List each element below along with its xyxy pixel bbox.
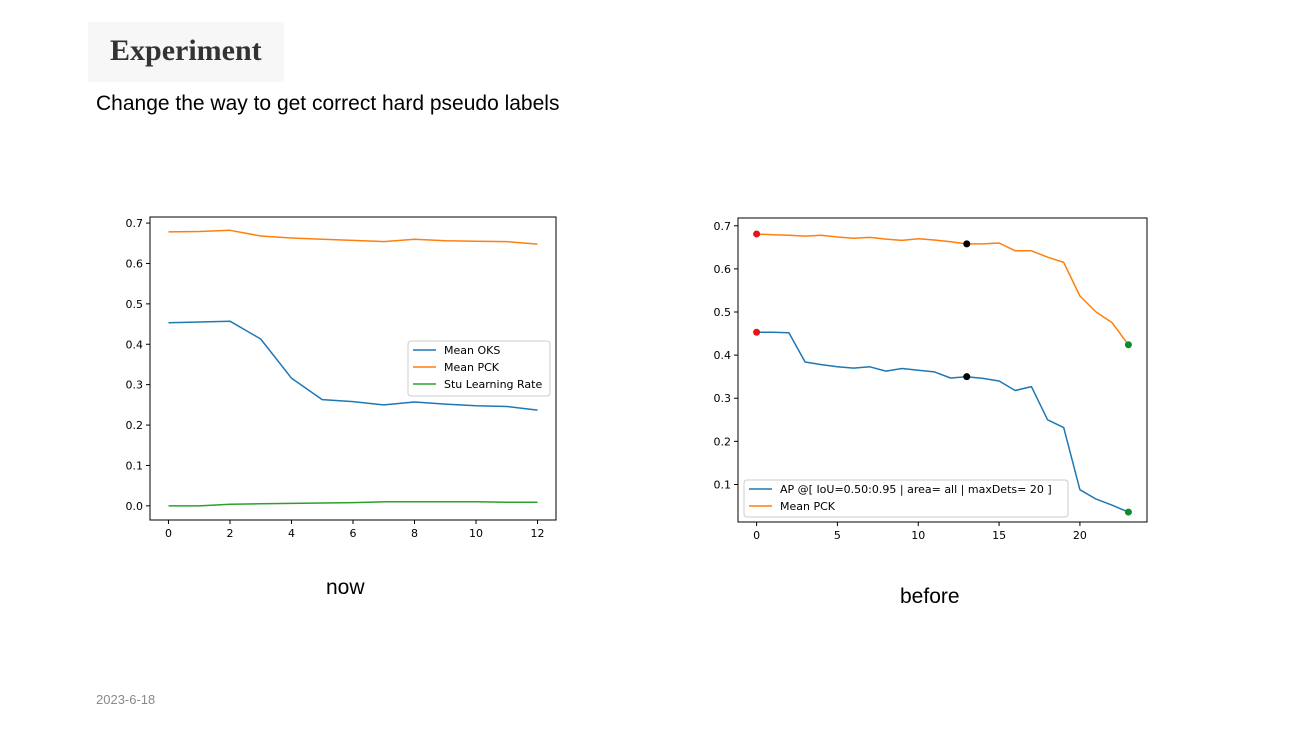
series-line-3 xyxy=(168,501,538,507)
slide-title: Experiment xyxy=(110,34,262,67)
legend-label: Mean PCK xyxy=(444,361,500,374)
x-tick-label: 4 xyxy=(288,527,295,540)
x-tick-label: 0 xyxy=(165,527,172,540)
y-tick-label: 0.7 xyxy=(714,220,732,233)
x-tick-label: 6 xyxy=(350,527,357,540)
y-tick-label: 0.2 xyxy=(126,419,144,432)
y-tick-label: 0.5 xyxy=(126,298,144,311)
marker-point xyxy=(963,240,971,248)
x-tick-label: 12 xyxy=(531,527,545,540)
slide-date: 2023-6-18 xyxy=(96,692,156,707)
plot-frame xyxy=(737,217,1148,523)
x-tick-label: 2 xyxy=(226,527,233,540)
legend-label: Mean PCK xyxy=(780,500,836,513)
x-tick-label: 10 xyxy=(469,527,483,540)
x-tick-label: 15 xyxy=(992,529,1006,542)
y-tick-label: 0.4 xyxy=(714,349,732,362)
y-tick-label: 0.3 xyxy=(126,379,144,392)
marker-point xyxy=(1124,341,1132,349)
series-line-1 xyxy=(756,331,1129,513)
y-tick-label: 0.5 xyxy=(714,306,732,319)
marker-point xyxy=(753,328,761,336)
x-tick-label: 10 xyxy=(911,529,925,542)
series-line-2 xyxy=(168,229,538,245)
series-line-2 xyxy=(756,233,1130,346)
y-tick-label: 0.4 xyxy=(126,338,144,351)
y-tick-label: 0.3 xyxy=(714,392,732,405)
y-tick-label: 0.6 xyxy=(126,257,144,270)
caption-now: now xyxy=(326,576,365,599)
y-tick-label: 0.1 xyxy=(714,478,732,491)
title-background xyxy=(88,22,284,82)
y-tick-label: 0.6 xyxy=(714,263,732,276)
legend-label: Mean OKS xyxy=(444,344,500,357)
x-tick-label: 0 xyxy=(753,529,760,542)
series-line-1 xyxy=(168,320,538,411)
y-tick-label: 0.0 xyxy=(126,500,144,513)
legend-box xyxy=(407,340,551,397)
marker-point xyxy=(753,230,761,238)
marker-point xyxy=(1124,508,1132,516)
y-tick-label: 0.7 xyxy=(126,217,144,230)
legend-label: Stu Learning Rate xyxy=(444,378,542,391)
x-tick-label: 20 xyxy=(1073,529,1087,542)
x-tick-label: 8 xyxy=(411,527,418,540)
caption-before: before xyxy=(900,585,960,608)
y-tick-label: 0.1 xyxy=(126,459,144,472)
y-tick-label: 0.2 xyxy=(714,435,732,448)
legend-label: AP @[ IoU=0.50:0.95 | area= all | maxDet… xyxy=(780,483,1052,496)
marker-point xyxy=(963,373,971,381)
slide-subtitle: Change the way to get correct hard pseud… xyxy=(96,92,560,115)
x-tick-label: 5 xyxy=(834,529,841,542)
legend-box xyxy=(743,479,1069,518)
